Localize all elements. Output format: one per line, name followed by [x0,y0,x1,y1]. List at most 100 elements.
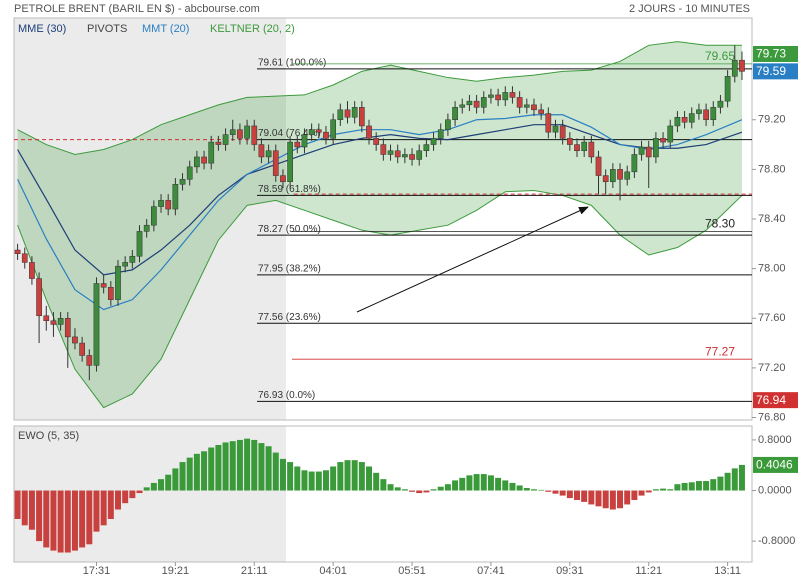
ewo-bar [50,490,57,551]
y-tick-label: 79.20 [758,114,786,126]
candle-body [79,342,85,356]
ewo-bar [337,462,344,491]
candle-body [645,146,652,158]
y-tick-label: 77.20 [758,362,786,374]
candle-body [265,150,272,158]
candle-body [660,138,666,143]
session-shade [14,18,286,420]
candle-body [574,144,580,152]
y-tick-label: 78.00 [758,263,786,275]
candle-body [581,141,588,152]
ewo-bar [660,488,667,491]
ewo-bar [71,490,78,551]
candle-body [165,200,172,210]
ewo-bar [28,490,35,530]
price-tag-label: 79.73 [756,47,786,61]
ewo-bar [617,490,624,509]
ewo-bar [523,487,530,491]
x-tick-label: 07:41 [477,565,505,577]
candle-body [107,286,114,300]
candle-body [552,125,559,133]
ewo-bar [559,490,566,496]
candle-body [100,283,107,288]
ewo-bar [158,479,165,491]
candle-body [122,262,129,267]
x-tick-label: 19:21 [162,565,190,577]
candle-body [624,171,631,180]
candle-body [179,179,186,185]
fib-label: 76.93 (0.0%) [258,390,315,401]
ewo-bar [545,490,552,492]
ewo-bar [79,490,86,548]
ewo-bar [452,480,459,491]
price-tag [753,45,798,62]
ewo-bar [322,470,329,491]
chart-subtitle: 2 JOURS - 10 MINUTES [629,3,750,15]
ewo-bar [143,487,150,491]
price-tag-label: 76.94 [756,393,786,407]
candle-body [143,224,150,232]
candle-body [559,125,566,139]
x-tick-label: 13:11 [714,565,741,577]
candle-body [681,117,688,123]
y-tick-label: 0.8000 [758,434,792,446]
ewo-bar [652,489,659,491]
legend-entry: PIVOTS [87,23,127,35]
candle-body [222,134,229,145]
ewo-panel [13,425,753,563]
ewo-bar [344,460,351,491]
candle-body [739,59,745,72]
ewo-bar [294,466,301,491]
y-tick-label: 0.0000 [758,484,792,496]
ewo-bar [100,490,107,526]
candle-body [566,138,573,145]
ewo-bar [401,489,408,491]
candle-body [29,262,35,279]
value-tag-label: 0.4046 [756,458,793,472]
ewo-bar [473,474,480,491]
ewo-bar [93,490,100,532]
legend-entry: MME (30) [18,23,66,35]
candle-body [717,100,724,108]
fib-label: 78.59 (61.8%) [258,184,321,195]
ewo-bar [409,490,416,492]
ewo-bar [710,479,717,491]
ewo-bar [509,482,516,491]
candle-body [452,107,458,120]
candle-body [358,107,365,127]
candle-body [330,119,337,139]
ewo-bar [122,490,129,504]
x-tick-label: 21:11 [241,565,268,577]
ewo-bar [688,482,695,491]
ewo-bar [129,490,136,499]
candle-body [308,129,315,135]
candle-body [50,320,57,325]
candle-body [416,150,423,160]
price-tag [753,63,798,80]
candle-body [215,141,222,145]
y-tick-label: 76.80 [758,411,786,423]
ewo-bar [186,457,193,491]
ewo-bar [236,439,243,491]
ewo-bar [358,462,365,491]
ewo-bar [394,487,401,491]
candle-body [158,200,164,207]
x-tick-label: 04:01 [319,565,347,577]
candle-body [272,150,279,176]
ewo-bar [667,489,674,491]
candle-body [703,109,709,120]
candle-body [201,156,207,164]
candle-body [136,231,143,257]
ewo-bar [222,442,229,491]
candle-body [315,129,322,133]
candle-body [151,206,157,226]
candle-body [280,175,286,183]
ewo-bar [330,466,337,491]
ewo-bar [631,490,638,501]
candle-body [688,113,695,123]
candle-body [323,131,329,139]
ewo-bar [588,490,595,505]
candle-body [21,253,28,263]
ewo-bar [495,477,502,491]
